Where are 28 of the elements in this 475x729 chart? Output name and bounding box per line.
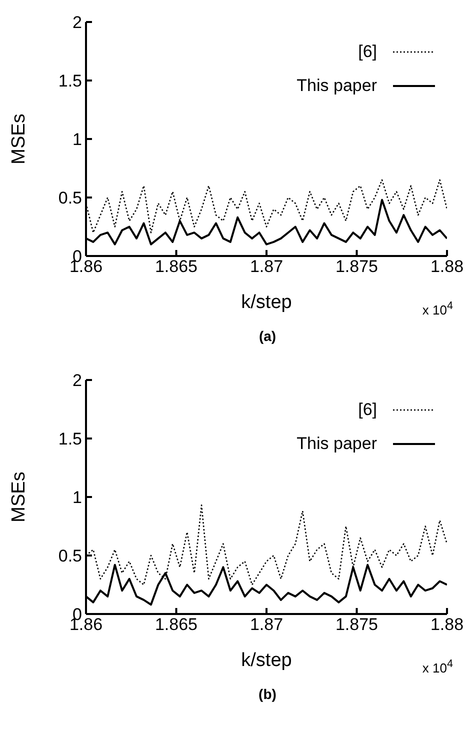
y-tick-label: 2 (72, 13, 82, 32)
y-tick-label: 1.5 (58, 430, 82, 449)
x-tick-label: 1.875 (335, 257, 378, 276)
y-tick-label: 0.5 (58, 188, 82, 208)
x-tick-label: 1.875 (335, 615, 378, 634)
legend-label: This paper (296, 434, 377, 454)
y-axis-title: MSEs (8, 114, 30, 164)
x-tick-label: 1.88 (430, 257, 464, 276)
y-tick-label: 1 (72, 488, 82, 508)
x-axis-title: k/step (241, 650, 292, 671)
y-tick-label: 1 (72, 130, 82, 150)
x-tick-label: 1.865 (154, 257, 198, 276)
x-tick-label: 1.87 (250, 257, 284, 276)
legend-label: [6] (358, 400, 377, 420)
y-tick-label: 1.5 (58, 72, 82, 91)
x-tick-label: 1.865 (154, 615, 198, 634)
text: (b) (258, 686, 278, 702)
x-axis-title: k/step (241, 292, 292, 313)
x-tick-label: 1.88 (430, 615, 464, 634)
text: x 10$^{4}$ (422, 658, 453, 676)
x-tick-label: 1.87 (250, 615, 284, 634)
legend-label: [6] (358, 42, 377, 62)
y-axis-title: MSEs (8, 472, 30, 522)
text: (a) (258, 328, 278, 344)
y-tick-label: 0.5 (58, 546, 82, 566)
y-tick-label: 2 (72, 371, 82, 390)
text: x 10$^{4}$ (422, 300, 453, 318)
legend-label: This paper (296, 76, 377, 96)
